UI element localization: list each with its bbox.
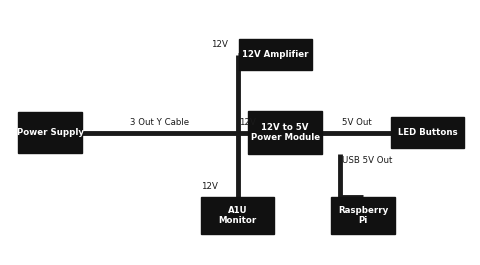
Text: A1U
Monitor: A1U Monitor xyxy=(218,206,257,225)
Text: 12V: 12V xyxy=(240,118,256,127)
Text: 12V to 5V
Power Module: 12V to 5V Power Module xyxy=(251,123,320,142)
Text: 12V Amplifier: 12V Amplifier xyxy=(242,50,309,59)
FancyBboxPatch shape xyxy=(391,117,464,148)
Text: 3 Out Y Cable: 3 Out Y Cable xyxy=(131,118,190,127)
Text: USB 5V Out: USB 5V Out xyxy=(342,156,392,165)
FancyBboxPatch shape xyxy=(239,39,312,70)
Text: 12V: 12V xyxy=(201,182,217,191)
Text: Raspberry
Pi: Raspberry Pi xyxy=(338,206,388,225)
Text: LED Buttons: LED Buttons xyxy=(397,128,457,137)
FancyBboxPatch shape xyxy=(331,197,396,234)
Text: Power Supply: Power Supply xyxy=(17,128,84,137)
FancyBboxPatch shape xyxy=(201,197,275,234)
Text: 12V: 12V xyxy=(211,41,228,50)
FancyBboxPatch shape xyxy=(18,112,82,153)
Text: 5V Out: 5V Out xyxy=(342,118,372,127)
FancyBboxPatch shape xyxy=(248,111,322,154)
